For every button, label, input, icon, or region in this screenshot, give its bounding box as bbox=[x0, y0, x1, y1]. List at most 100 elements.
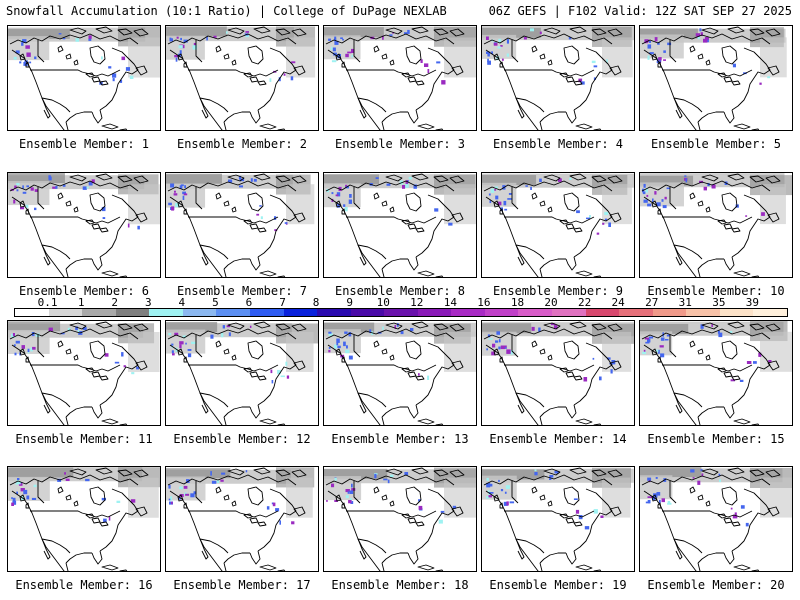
snow-accumulation-cell bbox=[285, 361, 288, 366]
snow-accumulation-cell bbox=[758, 352, 762, 357]
snow-accumulation-cell bbox=[746, 361, 752, 364]
snow-accumulation-cell bbox=[664, 196, 667, 200]
legend-tick-label: 6 bbox=[245, 296, 253, 309]
snow-accumulation-cell bbox=[333, 52, 337, 56]
snow-accumulation-cell bbox=[539, 178, 542, 182]
snow-accumulation-cell bbox=[228, 179, 233, 183]
snow-accumulation-cell bbox=[568, 36, 572, 40]
ensemble-member-panel bbox=[481, 466, 635, 572]
snow-accumulation-cell bbox=[703, 38, 708, 43]
snow-accumulation-cell bbox=[663, 50, 666, 53]
snow-accumulation-cell bbox=[604, 211, 609, 216]
legend-swatch bbox=[719, 309, 754, 316]
snow-accumulation-cell bbox=[342, 38, 344, 41]
legend-tick-label: 14 bbox=[443, 296, 457, 309]
snow-accumulation-cell bbox=[649, 52, 654, 55]
snow-accumulation-cell bbox=[652, 497, 656, 501]
snow-accumulation-cell bbox=[60, 332, 65, 335]
snow-accumulation-cell bbox=[185, 493, 190, 496]
snow-accumulation-cell bbox=[692, 477, 695, 479]
snow-accumulation-cell bbox=[26, 495, 30, 500]
snow-accumulation-cell bbox=[549, 475, 554, 478]
snow-accumulation-cell bbox=[259, 205, 262, 207]
snow-accumulation-cell bbox=[578, 515, 583, 520]
snow-accumulation-cell bbox=[494, 186, 498, 189]
snow-accumulation-cell bbox=[486, 482, 491, 488]
snow-shading bbox=[444, 331, 476, 372]
snow-accumulation-cell bbox=[647, 203, 652, 207]
snow-accumulation-cell bbox=[174, 190, 176, 193]
snow-accumulation-cell bbox=[718, 332, 723, 338]
snow-accumulation-cell bbox=[34, 189, 39, 192]
snow-shading bbox=[482, 469, 545, 480]
snow-accumulation-cell bbox=[21, 42, 24, 46]
snow-accumulation-cell bbox=[210, 334, 214, 339]
snow-accumulation-cell bbox=[137, 225, 140, 230]
snow-accumulation-cell bbox=[438, 519, 443, 524]
snow-accumulation-cell bbox=[226, 325, 230, 328]
snowfall-map bbox=[482, 173, 634, 277]
snow-accumulation-cell bbox=[101, 207, 106, 212]
snow-accumulation-cell bbox=[48, 327, 53, 332]
snow-accumulation-cell bbox=[745, 522, 749, 527]
snow-accumulation-cell bbox=[592, 357, 595, 360]
snowfall-map bbox=[166, 26, 316, 130]
legend-swatch bbox=[15, 309, 49, 316]
snow-accumulation-cell bbox=[183, 193, 188, 196]
snow-shading bbox=[8, 321, 61, 332]
snow-accumulation-cell bbox=[410, 328, 414, 332]
snow-accumulation-cell bbox=[400, 331, 404, 335]
snow-accumulation-cell bbox=[550, 323, 556, 326]
snow-accumulation-cell bbox=[336, 342, 339, 346]
snow-accumulation-cell bbox=[222, 325, 225, 329]
snow-shading bbox=[602, 184, 632, 225]
snow-accumulation-cell bbox=[729, 331, 733, 333]
snow-accumulation-cell bbox=[185, 342, 187, 345]
snow-accumulation-cell bbox=[183, 485, 188, 489]
member-label: Ensemble Member: 1 bbox=[18, 137, 150, 151]
snow-accumulation-cell bbox=[387, 479, 390, 484]
snowfall-map bbox=[482, 321, 634, 425]
snow-shading bbox=[640, 175, 694, 186]
snowfall-map bbox=[482, 467, 634, 571]
snow-accumulation-cell bbox=[112, 78, 115, 82]
snow-accumulation-cell bbox=[328, 347, 331, 349]
snow-accumulation-cell bbox=[14, 185, 17, 189]
snow-accumulation-cell bbox=[270, 369, 273, 374]
snow-accumulation-cell bbox=[279, 520, 281, 525]
snow-accumulation-cell bbox=[643, 183, 646, 188]
snow-accumulation-cell bbox=[642, 351, 647, 355]
snow-accumulation-cell bbox=[328, 333, 333, 336]
snow-accumulation-cell bbox=[402, 185, 406, 189]
snow-accumulation-cell bbox=[284, 222, 288, 224]
snow-accumulation-cell bbox=[695, 33, 700, 37]
legend-swatch bbox=[350, 309, 385, 316]
snow-accumulation-cell bbox=[332, 47, 336, 52]
snow-accumulation-cell bbox=[656, 60, 659, 63]
color-legend bbox=[14, 308, 788, 317]
chart-title: Snowfall Accumulation (10:1 Ratio) | Col… bbox=[6, 4, 447, 18]
snow-shading bbox=[324, 476, 362, 501]
snow-shading bbox=[760, 37, 787, 78]
member-label: Ensemble Member: 11 bbox=[15, 432, 153, 446]
legend-swatch bbox=[283, 309, 318, 316]
snow-accumulation-cell bbox=[350, 501, 354, 504]
snow-shading bbox=[602, 37, 633, 78]
ensemble-member-panel bbox=[481, 172, 635, 278]
snow-accumulation-cell bbox=[283, 73, 286, 76]
snow-accumulation-cell bbox=[12, 500, 17, 505]
snow-accumulation-cell bbox=[369, 329, 372, 334]
snow-accumulation-cell bbox=[500, 45, 503, 47]
snow-accumulation-cell bbox=[661, 199, 664, 202]
snow-accumulation-cell bbox=[501, 58, 504, 61]
snow-accumulation-cell bbox=[13, 199, 16, 204]
snow-accumulation-cell bbox=[15, 50, 20, 54]
snow-accumulation-cell bbox=[487, 58, 489, 63]
snowfall-map bbox=[324, 173, 476, 277]
snow-accumulation-cell bbox=[88, 35, 92, 39]
snow-accumulation-cell bbox=[182, 191, 186, 195]
snow-accumulation-cell bbox=[22, 39, 27, 43]
snow-accumulation-cell bbox=[85, 478, 90, 482]
snow-accumulation-cell bbox=[286, 375, 290, 379]
snow-accumulation-cell bbox=[418, 499, 421, 502]
